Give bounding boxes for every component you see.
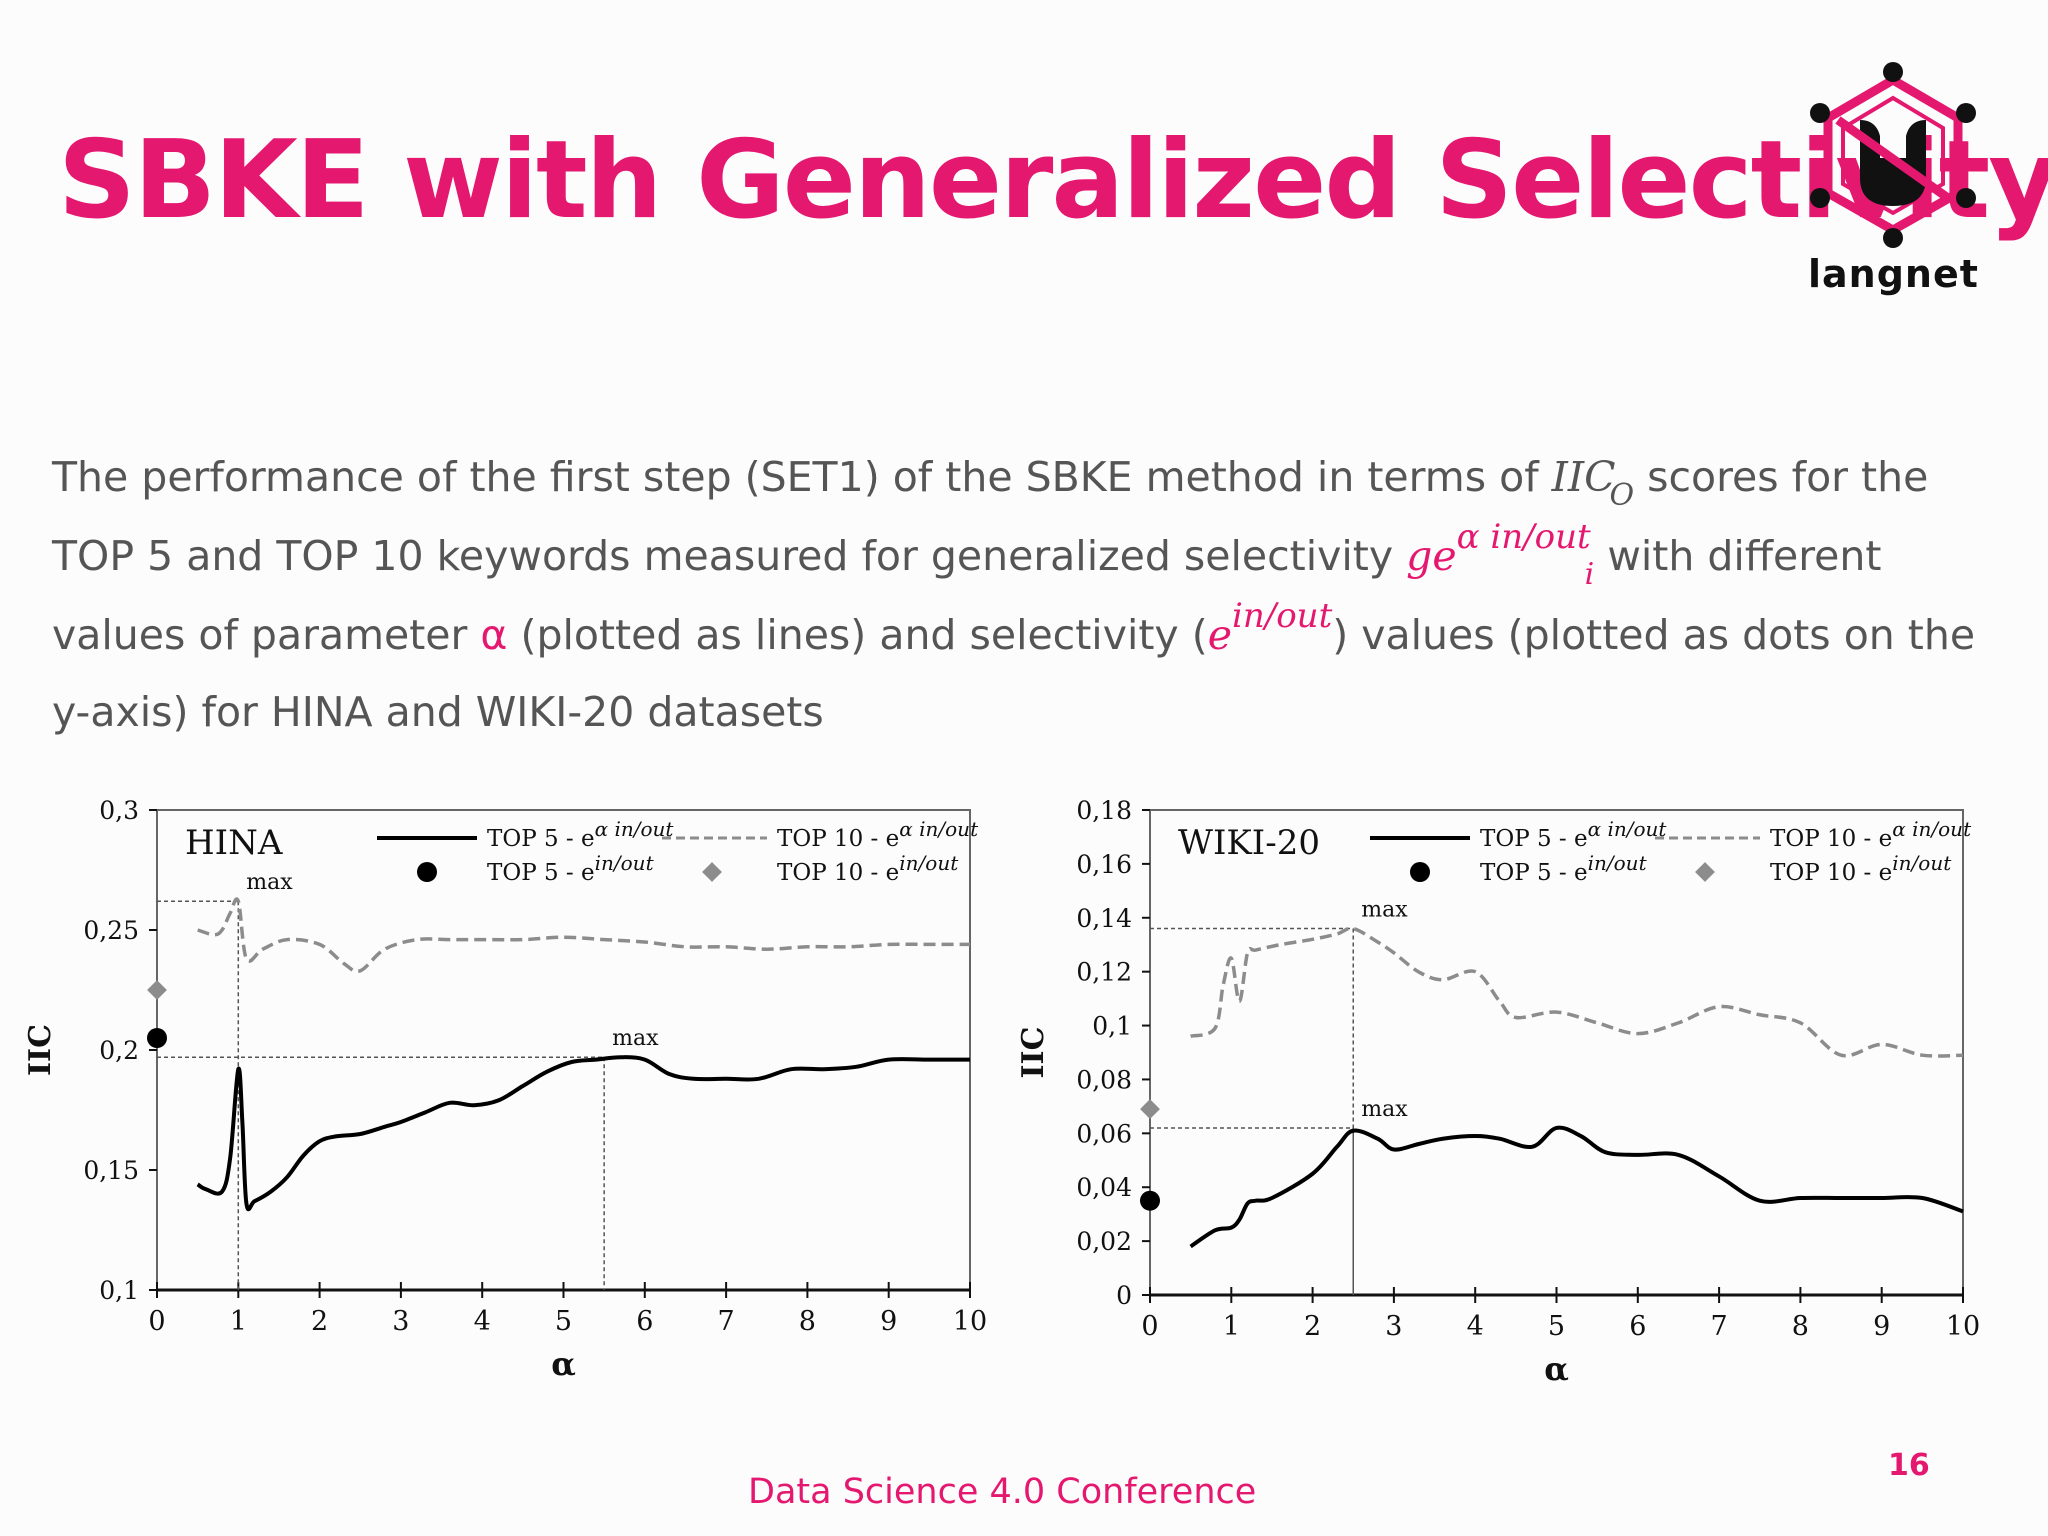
y-tick-label: 0,08 [1076,1065,1132,1094]
legend-top10-dot-sup: in/out [899,851,959,875]
x-tick-label: 8 [1792,1311,1809,1342]
iic-symbol: IIC [1551,453,1616,501]
y-axis-label: IIC [23,1024,58,1076]
legend-top5-dot-swatch [1410,862,1430,882]
legend-top5-dot-label: TOP 5 - ein/out [487,851,655,886]
legend-top10-dot-label: TOP 10 - ein/out [1770,851,1952,886]
desc-text-5: ) values (plotted as dots on the y-axis)… [52,611,1976,736]
langnet-logo-icon [1810,62,1976,248]
series-top5-line [196,1055,970,1212]
max-annotation: max [1361,1097,1408,1122]
legend-top10-dot-sup: in/out [1892,851,1952,875]
slide-title: SBKE with Generalized Selectivity [58,118,2048,243]
series-top5-line [1189,1125,1964,1249]
x-tick-label: 4 [1467,1311,1484,1342]
ge-subscript: i [1584,557,1595,592]
y-tick-label: 0 [1116,1281,1132,1310]
y-tick-label: 0,15 [83,1156,139,1185]
iic-subscript: O [1609,478,1635,513]
y-tick-label: 0,3 [99,796,139,825]
legend-top10-line-label: TOP 10 - eα in/out [777,817,979,852]
x-tick-label: 0 [1141,1311,1158,1342]
x-tick-label: 8 [799,1306,816,1337]
series-top10-line [197,897,971,974]
max-annotation: max [246,870,293,895]
max-annotation: max [612,1026,659,1051]
desc-text-3: with different values of parameter [52,532,1882,659]
x-tick-label: 0 [148,1306,165,1337]
point-top5-selectivity [147,1028,167,1048]
legend-top10-dot-swatch [1695,862,1715,882]
y-tick-label: 0,2 [99,1036,139,1065]
legend-top10-line-sup: α in/out [1892,817,1972,841]
alpha-symbol: α [480,611,508,659]
legend-top5-dot-sup: in/out [595,851,655,875]
ge-superscript: α in/out [1456,517,1591,557]
desc-text-4: (plotted as lines) and selectivity ( [507,611,1208,659]
x-tick-label: 7 [1711,1311,1728,1342]
desc-text-2: scores for the TOP 5 and TOP 10 keywords… [52,453,1929,580]
x-tick-label: 1 [1223,1311,1240,1342]
legend-top10-line-label: TOP 10 - eα in/out [1770,817,1972,852]
slide-description: The performance of the first step (SET1)… [52,440,2012,749]
x-tick-label: 4 [474,1306,491,1337]
point-top5-selectivity [1140,1190,1160,1211]
y-tick-label: 0,02 [1076,1227,1132,1256]
legend-top5-dot-sup: in/out [1588,851,1648,875]
wiki20-chart: 0 0,02 0,04 0,06 0,08 0,1 0,12 0,14 0,16 0,18 0 1 2 3… [1016,796,1980,1388]
x-tick-label: 10 [1946,1311,1980,1342]
x-tick-label: 10 [953,1306,987,1337]
x-tick-label: 2 [311,1306,328,1337]
y-tick-label: 0,12 [1076,958,1132,987]
x-tick-label: 5 [1548,1311,1565,1342]
legend-top5-dot-label: TOP 5 - ein/out [1480,851,1648,886]
legend-top5-line-sup: α in/out [595,817,675,841]
x-axis-label: α [1544,1350,1569,1388]
desc-text-1: The performance of the first step (SET1)… [52,453,1552,501]
legend-top5-line-sup: α in/out [1588,817,1668,841]
point-top10-selectivity [1140,1099,1160,1119]
x-tick-label: 5 [555,1306,572,1337]
x-axis-label: α [551,1345,576,1383]
y-tick-label: 0,06 [1076,1119,1132,1148]
page-number: 16 [1888,1448,1930,1483]
y-tick-label: 0,25 [83,916,139,945]
logo-text: langnet [1808,252,1979,296]
y-tick-label: 0,1 [99,1276,139,1305]
legend-top5-line-label: TOP 5 - eα in/out [1480,817,1667,852]
panel-label: HINA [185,823,283,863]
y-tick-label: 0,16 [1076,850,1132,879]
x-tick-label: 9 [1873,1311,1890,1342]
y-tick-label: 0,04 [1076,1173,1132,1202]
point-top10-selectivity [147,980,167,1000]
x-tick-label: 2 [1304,1311,1321,1342]
x-tick-label: 9 [880,1306,897,1337]
x-tick-label: 7 [718,1306,735,1337]
max-annotation: max [1361,898,1408,923]
ge-symbol: ge [1406,532,1457,580]
legend-top10-dot-swatch [702,862,722,882]
x-tick-label: 3 [392,1306,409,1337]
legend-top10-dot-label: TOP 10 - ein/out [777,851,959,886]
x-tick-label: 6 [1629,1311,1646,1342]
e-superscript: in/out [1231,596,1333,636]
legend-top10-line-sup: α in/out [899,817,979,841]
panel-label: WIKI-20 [1178,823,1320,863]
x-tick-label: 1 [230,1306,247,1337]
y-tick-label: 0,18 [1076,796,1132,825]
footer-conference: Data Science 4.0 Conference [748,1472,1257,1512]
x-tick-label: 6 [636,1306,653,1337]
x-tick-label: 3 [1385,1311,1402,1342]
legend-top5-dot-swatch [417,862,437,882]
y-tick-label: 0,14 [1076,904,1132,933]
y-axis-label: IIC [1016,1027,1051,1079]
e-symbol: e [1207,611,1232,659]
y-tick-label: 0,1 [1092,1012,1132,1041]
hina-chart: 0,1 0,15 0,2 0,25 0,3 0 1 2 3 4 5 6 7 8 9 10 α IIC HINA max… [23,796,987,1383]
legend-top5-line-label: TOP 5 - eα in/out [487,817,674,852]
series-top10-line [1190,926,1964,1058]
